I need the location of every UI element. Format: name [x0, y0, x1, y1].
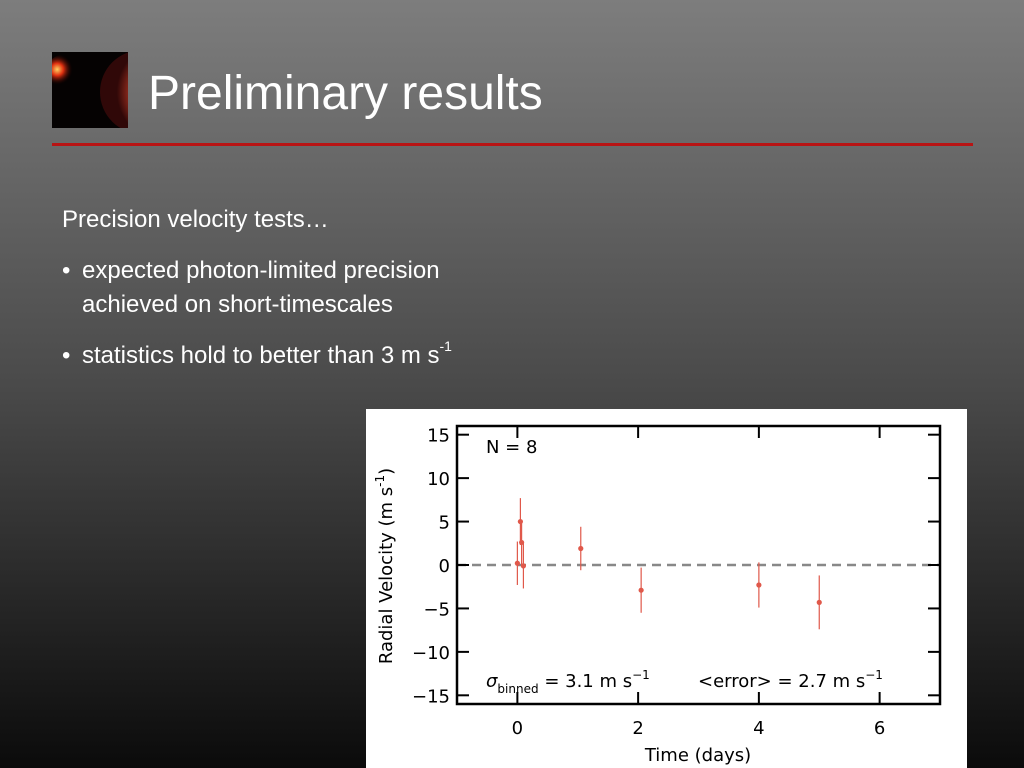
y-axis-label: Radial Velocity (m s: [376, 487, 397, 664]
chart: N = 8 σbinned = 3.1 m s−1 <error> = 2.7 …: [366, 409, 967, 768]
y-tick-label: 5: [439, 513, 450, 534]
x-axis-label: Time (days): [644, 745, 751, 766]
y-tick-label: −15: [412, 686, 450, 707]
annotation: = 3.1 m s: [539, 671, 633, 692]
annotation: <error> = 2.7 m s−1: [698, 668, 883, 692]
y-axis-label: -1: [373, 475, 387, 487]
annotation: binned: [497, 682, 538, 696]
point: [517, 518, 523, 525]
annotation: −1: [865, 668, 883, 682]
slide-title: Preliminary results: [148, 67, 543, 120]
title-rule: [52, 143, 973, 146]
annotation: −1: [632, 668, 650, 682]
y-tick-label: 0: [439, 556, 450, 577]
y-tick-label: −10: [412, 643, 450, 664]
point: [638, 587, 644, 593]
bullet: • statistics hold to better than 3 m s-1: [62, 339, 522, 373]
point: [578, 545, 584, 552]
x-tick-label: 2: [632, 718, 643, 739]
annotation: <error> = 2.7 m s: [698, 671, 865, 692]
planet-icon: [52, 52, 128, 128]
y-tick-label: −5: [423, 599, 450, 620]
bullet-text: statistics hold to better than 3 m s-1: [82, 339, 452, 373]
x-tick-label: 6: [874, 718, 885, 739]
intro: Precision velocity tests…: [62, 206, 329, 233]
annotation: N = 8: [486, 437, 537, 458]
annotation: σbinned = 3.1 m s−1: [486, 668, 650, 696]
bullet: • expected photon-limited precision achie…: [62, 254, 522, 322]
point: [520, 563, 527, 569]
point: [816, 599, 822, 605]
x-tick-label: 0: [512, 718, 523, 739]
bullet-text: expected photon-limited precision achiev…: [82, 257, 440, 318]
superscript: -1: [439, 338, 452, 354]
y-axis-label: ): [376, 468, 397, 475]
slide-body: Precision velocity tests… • expected phot…: [62, 203, 522, 390]
plot-frame: [455, 424, 942, 706]
annotation: σ: [486, 671, 498, 692]
bullet-text: statistics hold to better than 3 m s: [82, 342, 440, 369]
y-tick-label: 15: [427, 426, 450, 447]
chart-background: [366, 409, 967, 768]
y-tick-label: 10: [427, 469, 450, 490]
point: [756, 582, 762, 588]
y-axis-label: Radial Velocity (m s-1): [373, 468, 397, 664]
x-tick-label: 4: [753, 718, 764, 739]
point: [514, 560, 520, 566]
